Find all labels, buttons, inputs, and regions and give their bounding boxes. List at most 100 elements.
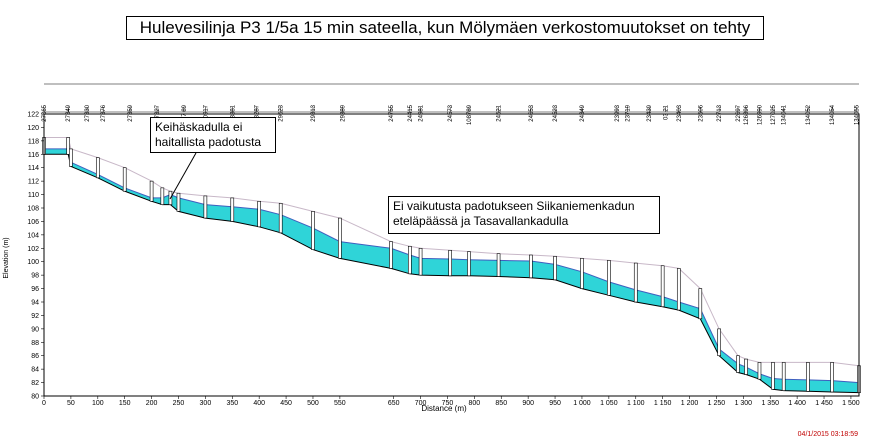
manhole bbox=[806, 362, 810, 392]
node-label: 29623 bbox=[279, 104, 285, 121]
x-tick-label: 100 bbox=[92, 400, 104, 407]
manhole bbox=[338, 217, 342, 259]
x-tick-label: 150 bbox=[119, 400, 131, 407]
node-labels: 27365 27349 27330 27376 27359 27327 27 89 30917… bbox=[42, 104, 860, 125]
manhole bbox=[69, 148, 73, 167]
manhole bbox=[757, 362, 762, 380]
x-tick-label: 250 bbox=[173, 400, 185, 407]
manhole bbox=[230, 197, 235, 222]
timestamp: 04/1/2015 03:18:59 bbox=[797, 431, 858, 438]
node-label: 134052 bbox=[806, 104, 812, 125]
y-tick-label: 82 bbox=[31, 380, 39, 387]
node-label: 24573 bbox=[448, 104, 454, 121]
node-label: 28881 bbox=[230, 104, 236, 121]
node-label: 22697 bbox=[736, 104, 742, 121]
y-tick-label: 90 bbox=[31, 326, 39, 333]
node-label: 126896 bbox=[744, 104, 750, 125]
manhole bbox=[676, 268, 681, 311]
x-tick-label: 300 bbox=[200, 400, 212, 407]
x-tick-label: 550 bbox=[334, 400, 346, 407]
manhole bbox=[830, 362, 834, 393]
node-label: 134054 bbox=[830, 104, 836, 125]
x-tick-label: 1 100 bbox=[627, 400, 645, 407]
axes: 80 82 84 86 88 90 92 94 96 98 100 102 104 106 108 110 11… bbox=[27, 83, 860, 407]
node-label: 27365 bbox=[42, 104, 48, 121]
y-tick-label: 110 bbox=[28, 192, 39, 199]
manhole bbox=[553, 256, 557, 281]
y-tick-label: 118 bbox=[28, 138, 39, 145]
node-label: 24521 bbox=[497, 104, 503, 121]
node-label: 27327 bbox=[155, 104, 161, 121]
manhole bbox=[176, 192, 181, 212]
node-label: 24349 bbox=[580, 104, 586, 121]
x-tick-label: 400 bbox=[253, 400, 265, 407]
x-tick-label: 900 bbox=[522, 400, 534, 407]
node-label: 24653 bbox=[529, 104, 535, 121]
plot-frame bbox=[43, 113, 860, 397]
x-tick-label: 1 300 bbox=[735, 400, 753, 407]
manhole bbox=[496, 253, 501, 277]
manhole bbox=[781, 362, 786, 391]
x-tick-label: 1 450 bbox=[815, 400, 833, 407]
y-tick-label: 102 bbox=[27, 246, 39, 253]
manhole bbox=[698, 288, 703, 320]
node-label: 27376 bbox=[101, 104, 107, 121]
x-axis-label: Distance (m) bbox=[421, 404, 467, 413]
node-label: 29389 bbox=[341, 104, 347, 121]
manhole bbox=[278, 203, 283, 234]
y-tick-label: 100 bbox=[27, 259, 39, 266]
y-axis-label: Elevation (m) bbox=[3, 237, 10, 278]
node-label: 23719 bbox=[626, 104, 632, 121]
y-tick-label: 116 bbox=[28, 152, 39, 159]
manhole bbox=[408, 245, 412, 275]
manhole bbox=[736, 355, 740, 373]
node-label: 03 21 bbox=[663, 104, 669, 120]
node-label: 126990 bbox=[757, 104, 763, 125]
x-tick-label: 200 bbox=[146, 400, 158, 407]
node-label: 24755 bbox=[389, 104, 395, 121]
node-label: 28287 bbox=[254, 104, 260, 121]
y-tick-label: 108 bbox=[27, 206, 39, 213]
x-tick-label: 1 400 bbox=[788, 400, 806, 407]
annotation-siikaniemenkatu: Ei vaikutusta padotukseen Siikaniemenkad… bbox=[388, 196, 660, 234]
manhole bbox=[66, 137, 71, 155]
manholes bbox=[42, 137, 861, 393]
y-tick-label: 114 bbox=[28, 165, 39, 172]
node-label: 127025 bbox=[771, 104, 777, 125]
y-tick-label: 84 bbox=[31, 367, 39, 374]
node-label: 24981 bbox=[419, 104, 425, 121]
manhole bbox=[607, 260, 611, 296]
manhole bbox=[203, 195, 208, 219]
manhole bbox=[467, 251, 471, 277]
y-tick-label: 94 bbox=[31, 300, 39, 307]
node-label: 24523 bbox=[553, 104, 559, 121]
x-tick-label: 1 250 bbox=[708, 400, 726, 407]
y-tick-label: 106 bbox=[27, 219, 39, 226]
x-tick-label: 1 050 bbox=[600, 400, 618, 407]
y-tick-label: 122 bbox=[27, 112, 39, 119]
x-tick-label: 700 bbox=[415, 400, 427, 407]
node-label: 134055 bbox=[854, 104, 860, 125]
node-label: 23403 bbox=[677, 104, 683, 121]
x-tick-label: 950 bbox=[549, 400, 561, 407]
node-label: 27330 bbox=[85, 104, 91, 121]
node-label: 29813 bbox=[311, 104, 317, 121]
y-tick-label: 92 bbox=[31, 313, 39, 320]
y-tick-label: 112 bbox=[28, 179, 39, 186]
manhole bbox=[149, 180, 154, 202]
y-tick-label: 80 bbox=[31, 394, 39, 401]
annotation-keihaskatu: Keihäskadulla ei haitallista padotusta bbox=[150, 117, 276, 153]
x-tick-label: 850 bbox=[495, 400, 507, 407]
x-tick-label: 1 500 bbox=[842, 400, 860, 407]
node-label: 23439 bbox=[647, 104, 653, 121]
manhole bbox=[448, 250, 452, 277]
node-label: 27349 bbox=[66, 104, 72, 121]
x-tick-label: 750 bbox=[442, 400, 454, 407]
x-tick-label: 650 bbox=[388, 400, 400, 407]
node-label: 24415 bbox=[408, 104, 414, 121]
node-label: 134041 bbox=[782, 104, 788, 125]
manhole bbox=[160, 187, 165, 205]
node-label: 23993 bbox=[615, 104, 621, 121]
manhole bbox=[418, 247, 423, 276]
